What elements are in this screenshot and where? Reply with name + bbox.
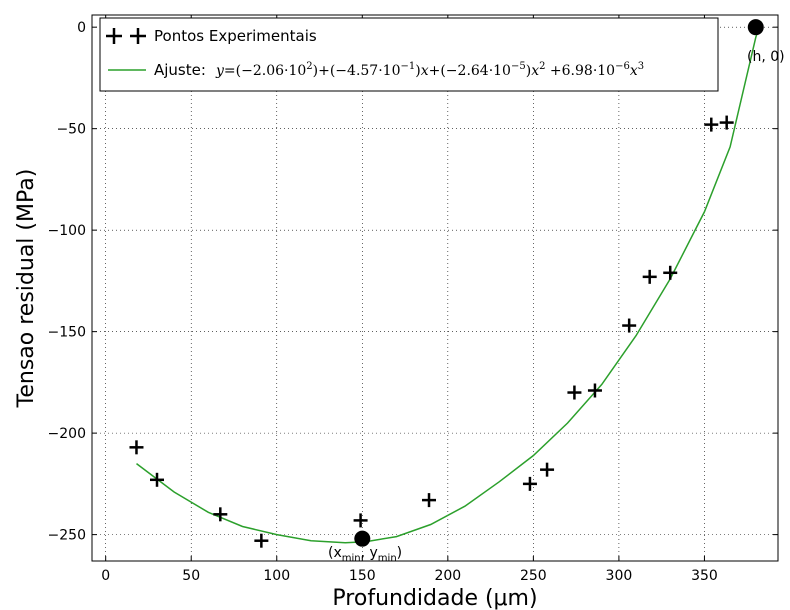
special-points-layer bbox=[354, 19, 764, 547]
x-tick-label-6: 300 bbox=[606, 568, 633, 584]
x-tick-label-5: 250 bbox=[520, 568, 547, 584]
ticks-layer: 0 50 100 150 200 250 300 350 0 −50 −100 −150 −200 −25… bbox=[48, 15, 778, 584]
x-tick-label-4: 200 bbox=[434, 568, 461, 584]
annotation-min-sub-y: min bbox=[378, 553, 397, 564]
legend-box bbox=[99, 17, 719, 92]
data-point-5 bbox=[422, 493, 437, 508]
data-point-10 bbox=[622, 318, 637, 333]
annotation-min-point: (xmin, ymin) bbox=[328, 545, 402, 564]
special-point-h-zero bbox=[747, 19, 764, 36]
data-point-9 bbox=[587, 383, 602, 398]
fit-curve-layer bbox=[136, 20, 762, 544]
legend-fit-label: Ajuste: bbox=[154, 61, 206, 79]
data-point-2 bbox=[213, 507, 228, 522]
legend: Pontos Experimentais Ajuste: y=(−2.06·10… bbox=[99, 17, 719, 92]
y-axis-label: Tensao residual (MPa) bbox=[14, 169, 39, 409]
data-point-1 bbox=[150, 472, 165, 487]
legend-points-marker bbox=[106, 28, 146, 44]
data-point-8 bbox=[567, 385, 582, 400]
annotation-min-open: (x bbox=[328, 545, 342, 561]
y-tick-label-1: −50 bbox=[56, 122, 86, 138]
data-point-7 bbox=[540, 462, 555, 477]
x-tick-label-1: 50 bbox=[182, 568, 200, 584]
data-point-4 bbox=[353, 513, 368, 528]
data-point-12 bbox=[663, 265, 678, 280]
data-point-6 bbox=[522, 476, 537, 491]
special-point-minimum bbox=[354, 530, 371, 547]
annotation-h-zero: (h, 0) bbox=[747, 49, 785, 65]
annotation-min-comma: , y bbox=[361, 545, 378, 561]
y-tick-label-4: −200 bbox=[48, 426, 86, 442]
legend-points-label: Pontos Experimentais bbox=[154, 27, 317, 45]
legend-fit-equation: y=(−2.06·102)+(−4.57·10−1)x+(−2.64·10−5)… bbox=[215, 61, 644, 79]
data-point-13 bbox=[704, 117, 719, 132]
y-tick-label-3: −150 bbox=[48, 325, 86, 341]
x-tick-label-0: 0 bbox=[101, 568, 110, 584]
data-point-14 bbox=[719, 115, 734, 130]
grid bbox=[92, 15, 778, 561]
data-points-layer bbox=[129, 115, 734, 548]
fit-curve-line bbox=[136, 20, 762, 544]
data-point-11 bbox=[642, 269, 657, 284]
data-point-0 bbox=[129, 440, 144, 455]
x-axis-label: Profundidade (μm) bbox=[332, 586, 537, 610]
annotation-min-sub-x: min bbox=[342, 553, 361, 564]
data-point-3 bbox=[254, 533, 269, 548]
plot-frame bbox=[91, 14, 779, 562]
y-tick-label-2: −100 bbox=[48, 223, 86, 239]
y-tick-label-5: −250 bbox=[48, 528, 86, 544]
x-tick-label-2: 100 bbox=[263, 568, 290, 584]
x-tick-label-3: 150 bbox=[349, 568, 376, 584]
annotation-min-close: ) bbox=[397, 545, 402, 561]
y-tick-label-0: 0 bbox=[77, 20, 86, 36]
x-tick-label-7: 350 bbox=[691, 568, 718, 584]
